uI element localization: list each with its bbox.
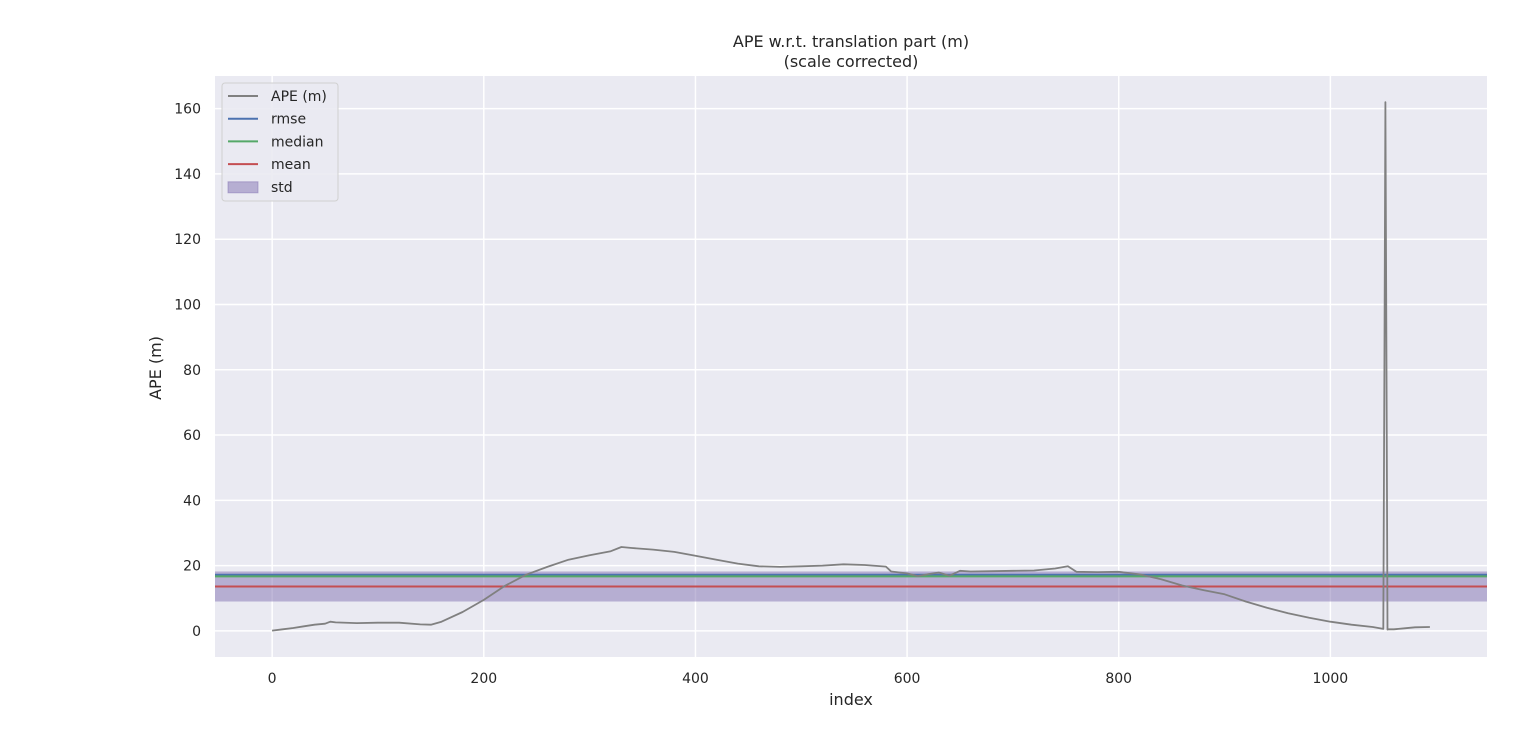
plot-area	[215, 76, 1487, 657]
y-axis-label: APE (m)	[146, 336, 165, 400]
legend-label: median	[271, 134, 323, 150]
x-tick-label: 1000	[1313, 671, 1349, 687]
grid-lines	[215, 76, 1487, 657]
legend-label: std	[271, 180, 293, 196]
y-tick-label: 60	[183, 428, 201, 444]
y-tick-label: 40	[183, 493, 201, 509]
y-tick-label: 100	[174, 297, 201, 313]
legend: APE (m) rmse median mean std	[221, 82, 339, 202]
x-tick-label: 200	[470, 671, 497, 687]
x-tick-label: 600	[894, 671, 921, 687]
legend-label: APE (m)	[271, 89, 327, 105]
tick-labels: 0 200 400 600 800 1000 0 20 40 60 80 100 120 140 160	[174, 102, 1348, 687]
y-tick-label: 0	[192, 624, 201, 640]
ape-series-line	[271, 101, 1430, 632]
y-tick-label: 140	[174, 167, 201, 183]
y-tick-label: 160	[174, 102, 201, 118]
y-tick-label: 80	[183, 363, 201, 379]
x-axis-label: index	[829, 690, 873, 709]
series-layer	[271, 101, 1430, 632]
legend-box	[221, 82, 339, 202]
chart-subtitle: (scale corrected)	[784, 52, 919, 71]
x-tick-label: 0	[268, 671, 277, 687]
legend-swatch-std	[227, 181, 259, 194]
legend-label: rmse	[271, 112, 306, 128]
chart-title: APE w.r.t. translation part (m)	[733, 32, 969, 51]
stat-lines	[215, 571, 1487, 602]
x-tick-label: 400	[682, 671, 709, 687]
y-tick-label: 120	[174, 232, 201, 248]
x-tick-label: 800	[1105, 671, 1132, 687]
y-tick-label: 20	[183, 559, 201, 575]
legend-label: mean	[271, 157, 311, 173]
